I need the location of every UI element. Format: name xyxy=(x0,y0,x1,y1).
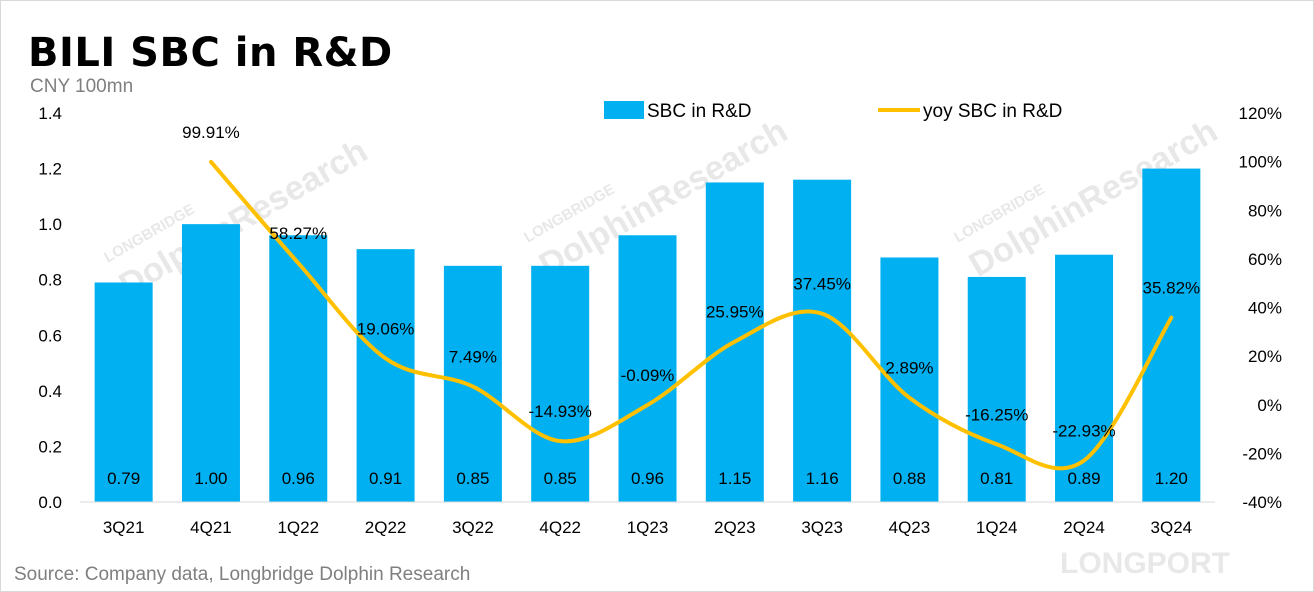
legend-bar-swatch xyxy=(604,101,644,119)
x-tick-label: 1Q24 xyxy=(976,518,1018,537)
right-tick-label: -40% xyxy=(1242,493,1282,512)
x-tick-label: 2Q24 xyxy=(1063,518,1105,537)
chart-title: BILI SBC in R&D xyxy=(28,30,393,76)
right-tick-label: 120% xyxy=(1239,104,1282,123)
x-tick-label: 3Q21 xyxy=(103,518,145,537)
x-tick-label: 3Q24 xyxy=(1151,518,1193,537)
bar-value-label-3Q23: 1.16 xyxy=(806,469,839,488)
bar-value-label-1Q24: 0.81 xyxy=(980,469,1013,488)
bar-1Q24 xyxy=(967,276,1026,502)
bar-value-label-2Q24: 0.89 xyxy=(1067,469,1100,488)
yoy-label-1Q24: -16.25% xyxy=(965,405,1028,424)
right-tick-label: 60% xyxy=(1248,250,1282,269)
left-tick-label: 0.2 xyxy=(38,437,62,456)
left-tick-label: 0.6 xyxy=(38,326,62,345)
legend-line-label: yoy SBC in R&D xyxy=(923,101,1062,122)
x-tick-label: 2Q22 xyxy=(365,518,407,537)
left-tick-label: 1.2 xyxy=(38,160,62,179)
bar-value-label-1Q22: 0.96 xyxy=(282,469,315,488)
bar-3Q24 xyxy=(1142,168,1201,503)
bar-2Q24 xyxy=(1055,254,1114,502)
yoy-label-1Q23: -0.09% xyxy=(621,366,675,385)
bar-4Q21 xyxy=(181,224,240,502)
watermark-name: DolphinResearch xyxy=(113,132,374,305)
bar-value-label-2Q23: 1.15 xyxy=(718,469,751,488)
right-tick-label: 80% xyxy=(1248,201,1282,220)
right-tick-label: 20% xyxy=(1248,347,1282,366)
x-tick-label: 4Q21 xyxy=(190,518,232,537)
yoy-label-1Q22: 58.27% xyxy=(269,224,327,243)
right-tick-label: 0% xyxy=(1257,396,1282,415)
x-tick-label: 2Q23 xyxy=(714,518,756,537)
x-axis-ticks: 3Q21 4Q21 1Q22 2Q22 3Q22 4Q22 1Q23 2Q23 3Q23 4Q23… xyxy=(103,518,1192,537)
left-tick-label: 0.0 xyxy=(38,493,62,512)
x-tick-label: 4Q22 xyxy=(539,518,581,537)
right-tick-label: 100% xyxy=(1239,153,1282,172)
x-tick-label: 1Q22 xyxy=(277,518,319,537)
yoy-label-4Q22: -14.93% xyxy=(529,402,592,421)
left-tick-label: 1.0 xyxy=(38,215,62,234)
yoy-label-3Q24: 35.82% xyxy=(1143,279,1201,298)
x-tick-label: 3Q23 xyxy=(801,518,843,537)
bar-value-label-3Q21: 0.79 xyxy=(107,469,140,488)
yoy-label-3Q23: 37.45% xyxy=(793,275,851,294)
yoy-label-4Q21: 99.91% xyxy=(182,123,240,142)
bar-3Q21 xyxy=(94,282,153,502)
left-axis-ticks: 0.0 0.2 0.4 0.6 0.8 1.0 1.2 1.4 xyxy=(38,104,62,512)
yoy-label-2Q23: 25.95% xyxy=(706,303,764,322)
left-tick-label: 1.4 xyxy=(38,104,62,123)
bar-1Q23 xyxy=(618,235,677,502)
bar-value-label-4Q23: 0.88 xyxy=(893,469,926,488)
bar-2Q22 xyxy=(356,249,415,502)
bar-3Q23 xyxy=(793,179,852,502)
x-tick-label: 1Q23 xyxy=(627,518,669,537)
bar-3Q22 xyxy=(443,265,502,502)
legend: SBC in R&D yoy SBC in R&D xyxy=(604,101,1062,122)
unit-label: CNY 100mn xyxy=(30,76,134,97)
corner-watermark: LONGPORT xyxy=(1060,547,1230,580)
bar-value-label-4Q22: 0.85 xyxy=(544,469,577,488)
line-label-group: 99.91% 58.27% 19.06% 7.49% -14.93% -0.09% 25.9… xyxy=(182,123,1200,441)
legend-bar-label: SBC in R&D xyxy=(647,101,752,122)
left-tick-label: 0.4 xyxy=(38,382,62,401)
x-tick-label: 3Q22 xyxy=(452,518,494,537)
bar-series xyxy=(94,168,1201,503)
bar-value-label-3Q24: 1.20 xyxy=(1155,469,1188,488)
yoy-label-2Q24: -22.93% xyxy=(1052,421,1115,440)
left-tick-label: 0.8 xyxy=(38,271,62,290)
yoy-label-3Q22: 7.49% xyxy=(449,348,497,367)
yoy-label-2Q22: 19.06% xyxy=(357,319,415,338)
bar-4Q22 xyxy=(531,265,590,502)
yoy-line xyxy=(208,159,1174,471)
bar-label-group: 0.79 1.00 0.96 0.91 0.85 0.85 0.96 1.15 1.16 0.88… xyxy=(107,469,1188,488)
bar-value-label-4Q21: 1.00 xyxy=(194,469,227,488)
bar-value-label-1Q23: 0.96 xyxy=(631,469,664,488)
yoy-label-4Q23: 2.89% xyxy=(885,359,933,378)
right-tick-label: 40% xyxy=(1248,299,1282,318)
bar-1Q22 xyxy=(269,235,328,502)
bar-value-label-3Q22: 0.85 xyxy=(456,469,489,488)
right-axis-ticks: -40% -20% 0% 20% 40% 60% 80% 100% 120% xyxy=(1239,104,1282,512)
right-tick-label: -20% xyxy=(1242,444,1282,463)
source-note: Source: Company data, Longbridge Dolphin… xyxy=(14,564,471,585)
x-tick-label: 4Q23 xyxy=(889,518,931,537)
bar-value-label-2Q22: 0.91 xyxy=(369,469,402,488)
